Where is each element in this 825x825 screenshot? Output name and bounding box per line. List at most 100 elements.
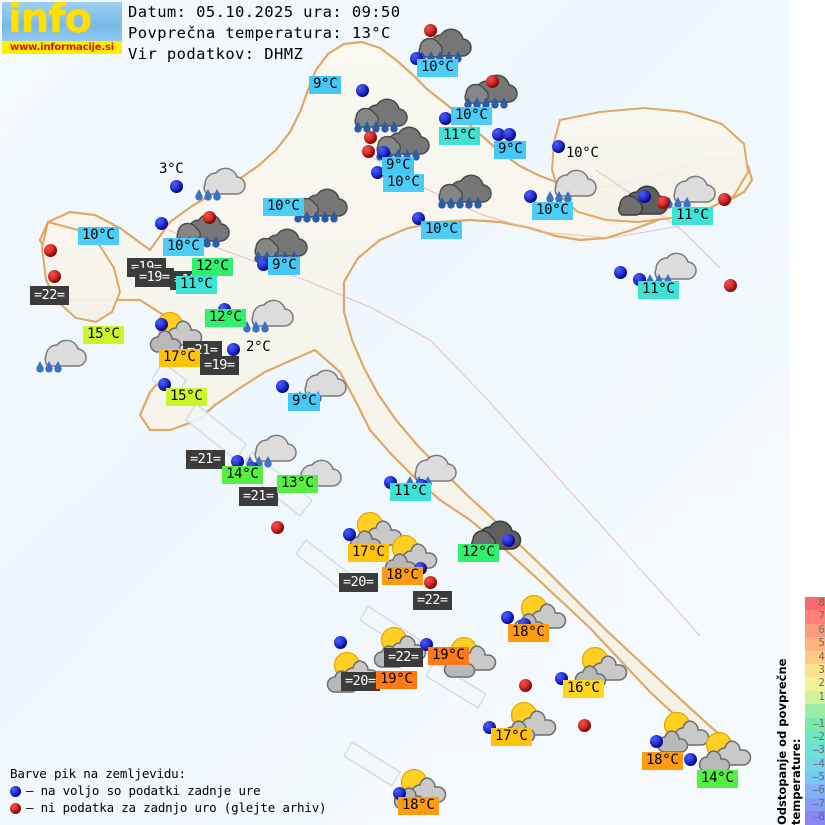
temperature-label: 10°C (532, 202, 573, 220)
legend-row-red: – ni podatka za zadnjo uro (glejte arhiv… (10, 800, 340, 816)
station-dot-blue[interactable] (502, 534, 515, 547)
temperature-label: 11°C (672, 207, 713, 225)
station-dot-red[interactable] (424, 24, 437, 37)
average-temperature-line: Povprečna temperatura: 13°C (128, 24, 391, 42)
station-dot-red[interactable] (203, 211, 216, 224)
scale-cell: –2°C (805, 730, 825, 745)
station-dot-red[interactable] (519, 679, 532, 692)
scale-cell: –5°C (805, 771, 825, 785)
station-dot-red[interactable] (486, 75, 499, 88)
wind-label: =22= (30, 286, 69, 305)
scale-cell (805, 704, 825, 718)
temperature-label: 10°C (163, 238, 204, 256)
station-dot-blue[interactable] (377, 146, 390, 159)
temperature-label: 19°C (428, 647, 469, 665)
station-dot-blue[interactable] (257, 258, 270, 271)
station-dot-blue[interactable] (155, 318, 168, 331)
rain-light-icon (237, 290, 301, 336)
station-dot-blue[interactable] (276, 380, 289, 393)
wind-label: =22= (413, 591, 452, 610)
temperature-label: 10°C (566, 145, 599, 161)
temperature-label: 18°C (382, 567, 423, 585)
legend-red-label: – ni podatka za zadnjo uro (glejte arhiv… (26, 800, 327, 815)
station-dot-red[interactable] (48, 270, 61, 283)
station-dot-red[interactable] (364, 131, 377, 144)
station-dot-blue[interactable] (684, 753, 697, 766)
temperature-label: 18°C (508, 624, 549, 642)
temperature-label: 11°C (439, 127, 480, 145)
croatia-weather-map[interactable]: =22==19==19==19==21==19==21==21==20==22=… (0, 0, 790, 825)
red-dot-icon (10, 802, 21, 814)
scale-cell: –7°C (805, 797, 825, 812)
scale-cell: –1°C (805, 717, 825, 731)
scale-caption: Odstopanje od povprečne temperature: (775, 658, 803, 825)
legend-title: Barve pik na zemljevidu: (10, 766, 186, 781)
informacije-si-logo[interactable]: info www.informacije.si (2, 2, 122, 54)
sun-cloud-icon (655, 705, 719, 753)
wind-label: =20= (339, 573, 378, 592)
station-dot-blue[interactable] (334, 636, 347, 649)
blue-dot-icon (10, 785, 21, 797)
station-dot-blue[interactable] (524, 190, 537, 203)
logo-wordmark: info (8, 2, 92, 42)
station-dot-blue[interactable] (170, 180, 183, 193)
temperature-label: 14°C (222, 466, 263, 484)
scale-cell: 3°C (805, 663, 825, 678)
temperature-label: 10°C (451, 107, 492, 125)
temperature-label: 10°C (78, 227, 119, 245)
rain-light-icon (640, 243, 704, 289)
scale-cell: 5°C (805, 637, 825, 651)
station-dot-blue[interactable] (343, 528, 356, 541)
logo-url: www.informacije.si (2, 41, 122, 54)
temperature-label: 15°C (166, 388, 207, 406)
station-dot-blue[interactable] (439, 112, 452, 125)
rain-heavy-icon (432, 166, 496, 212)
wind-label: =22= (384, 648, 423, 667)
temperature-label: 10°C (383, 174, 424, 192)
temperature-label: 19°C (376, 671, 417, 689)
station-dot-red[interactable] (424, 576, 437, 589)
scale-cell: 2°C (805, 677, 825, 691)
station-dot-red[interactable] (657, 196, 670, 209)
temperature-label: 16°C (563, 680, 604, 698)
temperature-label: 12°C (192, 258, 233, 276)
temperature-label: 12°C (205, 309, 246, 327)
temperature-label: 14°C (697, 770, 738, 788)
station-dot-blue[interactable] (492, 128, 505, 141)
station-dot-blue[interactable] (650, 735, 663, 748)
temperature-label: 11°C (176, 276, 217, 294)
station-dot-blue[interactable] (614, 266, 627, 279)
temperature-label: 2°C (246, 339, 271, 355)
station-dot-red[interactable] (724, 279, 737, 292)
station-dot-blue[interactable] (231, 455, 244, 468)
temperature-label: 17°C (159, 349, 200, 367)
station-dot-red[interactable] (44, 244, 57, 257)
station-dot-blue[interactable] (155, 217, 168, 230)
scale-cell: 6°C (805, 623, 825, 638)
station-dot-blue[interactable] (501, 611, 514, 624)
sun-cloud-icon (697, 725, 761, 773)
station-dot-red[interactable] (362, 145, 375, 158)
rain-heavy-icon (458, 66, 522, 112)
station-dot-red[interactable] (578, 719, 591, 732)
station-dot-blue[interactable] (638, 190, 651, 203)
station-dot-blue[interactable] (503, 128, 516, 141)
station-dot-blue[interactable] (356, 84, 369, 97)
temperature-label: 10°C (263, 198, 304, 216)
scale-cell: –8°C (805, 811, 825, 825)
station-dot-red[interactable] (271, 521, 284, 534)
station-dot-blue[interactable] (552, 140, 565, 153)
station-dot-blue[interactable] (158, 378, 171, 391)
station-dot-blue[interactable] (227, 343, 240, 356)
temperature-label: 17°C (491, 728, 532, 746)
scale-cell: 1°C (805, 690, 825, 705)
scale-cell: 8°C (805, 597, 825, 611)
station-dot-blue[interactable] (371, 166, 384, 179)
station-dot-blue[interactable] (393, 787, 406, 800)
scale-colour-bar: 8°C7°C6°C5°C4°C3°C2°C1°C –1°C–2°C–3°C–4°C… (805, 597, 825, 825)
station-dot-red[interactable] (718, 193, 731, 206)
sun-cloud-icon (442, 630, 506, 678)
scale-cell: –4°C (805, 757, 825, 772)
rain-light-icon (30, 330, 94, 376)
